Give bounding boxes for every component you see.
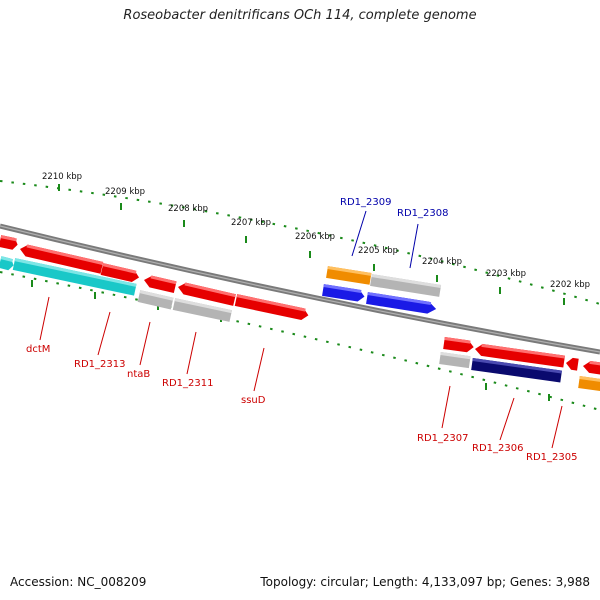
gene-arrow — [12, 258, 137, 296]
scale-label-2208: 2208 kbp — [168, 204, 208, 214]
gene-label-rd1-2305: RD1_2305 — [526, 452, 577, 463]
scale-label-2204: 2204 kbp — [422, 257, 462, 267]
inner-scale-dots — [0, 271, 600, 411]
scale-label-2205: 2205 kbp — [358, 246, 398, 256]
gene-arrow — [326, 266, 372, 285]
gene-arrow — [443, 337, 474, 353]
gene-arrow — [234, 294, 309, 321]
accession-text: Accession: NC_008209 — [10, 575, 147, 589]
scale-label-2202: 2202 kbp — [550, 280, 590, 290]
gene-arrow — [322, 284, 365, 302]
gene-label-rd1-2313: RD1_2313 — [74, 359, 125, 370]
gene-arrow — [471, 358, 562, 383]
gene-arrow — [475, 343, 565, 368]
scale-label-2207: 2207 kbp — [231, 218, 271, 228]
outer-scale-ticks — [58, 184, 565, 305]
inner-scale-ticks — [31, 280, 550, 401]
map-title: Roseobacter denitrificans OCh 114, compl… — [123, 8, 477, 23]
gene-arrow — [0, 235, 18, 250]
gene-arrow — [20, 244, 104, 274]
scale-label-2209: 2209 kbp — [105, 187, 145, 197]
scale-label-2206: 2206 kbp — [295, 232, 335, 242]
backbone-line — [0, 223, 600, 355]
gene-arrow — [366, 292, 437, 314]
genome-summary-text: Topology: circular; Length: 4,133,097 bp… — [260, 575, 590, 589]
gene-arrow — [144, 275, 177, 294]
gene-arrow — [583, 360, 600, 375]
gene-label-rd1-2307: RD1_2307 — [417, 433, 468, 444]
gene-label-rd1-2309: RD1_2309 — [340, 197, 391, 208]
gene-arrow — [578, 376, 600, 392]
label-leader-lines — [39, 210, 563, 449]
scale-label-2203: 2203 kbp — [486, 269, 526, 279]
gene-label-rd1-2311: RD1_2311 — [162, 378, 213, 389]
gene-arrow — [0, 256, 14, 271]
gene-label-rd1-2306: RD1_2306 — [472, 443, 523, 454]
backbone-highlight — [0, 225, 600, 353]
gene-label-dctM: dctM — [26, 344, 50, 355]
gene-arrow — [439, 352, 471, 369]
gene-label-ssuD: ssuD — [241, 395, 266, 406]
scale-label-2210: 2210 kbp — [42, 172, 82, 182]
gene-arrow — [566, 357, 579, 371]
gene-arrow — [370, 274, 442, 297]
gene-label-ntaB: ntaB — [127, 369, 150, 380]
gene-label-rd1-2308: RD1_2308 — [397, 208, 448, 219]
gene-arrow — [100, 263, 140, 283]
gene-arrow — [172, 298, 232, 322]
gene-arrow — [137, 290, 174, 310]
gene-arrow — [178, 282, 236, 306]
